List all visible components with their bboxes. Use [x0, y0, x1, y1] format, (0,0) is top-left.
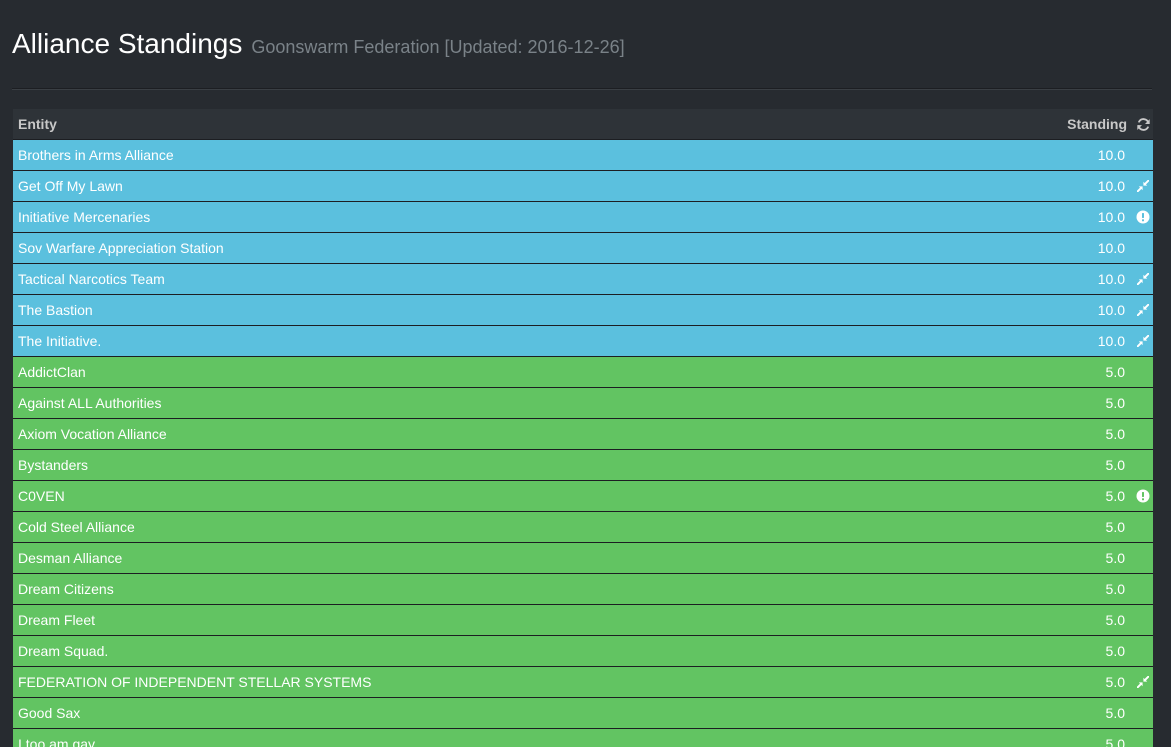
alert-icon[interactable]	[1133, 202, 1153, 233]
entity-name: Initiative Mercenaries	[18, 209, 151, 225]
compress-icon[interactable]	[1133, 295, 1153, 326]
table-row[interactable]: Dream Fleet 5.0	[13, 605, 1153, 636]
table-row[interactable]: Cold Steel Alliance 5.0	[13, 512, 1153, 543]
entity-name: Cold Steel Alliance	[18, 519, 135, 535]
table-row[interactable]: The Bastion 10.0	[13, 295, 1153, 326]
standing-value: 5.0	[1105, 550, 1125, 566]
entity-name: Get Off My Lawn	[18, 178, 123, 194]
compress-icon[interactable]	[1133, 171, 1153, 202]
refresh-icon[interactable]	[1133, 109, 1153, 140]
page-header: Alliance Standings Goonswarm Federation …	[12, 28, 625, 64]
entity-name: Tactical Narcotics Team	[18, 271, 165, 287]
empty-icon-cell	[1133, 512, 1153, 543]
entity-name: C0VEN	[18, 488, 65, 504]
table-row[interactable]: Initiative Mercenaries 10.0	[13, 202, 1153, 233]
standing-value: 5.0	[1105, 519, 1125, 535]
entity-name: Bystanders	[18, 457, 89, 473]
empty-icon-cell	[1133, 636, 1153, 667]
standing-value: 5.0	[1105, 674, 1125, 690]
empty-icon-cell	[1133, 357, 1153, 388]
standing-value: 5.0	[1105, 612, 1125, 628]
alert-icon[interactable]	[1133, 481, 1153, 512]
empty-icon-cell	[1133, 450, 1153, 481]
standing-value: 10.0	[1097, 333, 1125, 349]
entity-name: FEDERATION OF INDEPENDENT STELLAR SYSTEM…	[18, 674, 372, 690]
column-header-standing[interactable]: Standing	[1067, 116, 1127, 132]
table-row[interactable]: Desman Alliance 5.0	[13, 543, 1153, 574]
standing-value: 10.0	[1097, 147, 1125, 163]
column-header-entity[interactable]: Entity	[18, 116, 57, 132]
table-row[interactable]: Dream Squad. 5.0	[13, 636, 1153, 667]
table-row[interactable]: Good Sax 5.0	[13, 698, 1153, 729]
standing-value: 5.0	[1105, 426, 1125, 442]
table-row[interactable]: Get Off My Lawn 10.0	[13, 171, 1153, 202]
table-row[interactable]: Brothers in Arms Alliance 10.0	[13, 140, 1153, 171]
table-row[interactable]: Tactical Narcotics Team 10.0	[13, 264, 1153, 295]
table-row[interactable]: C0VEN 5.0	[13, 481, 1153, 512]
compress-icon[interactable]	[1133, 264, 1153, 295]
empty-icon-cell	[1133, 543, 1153, 574]
standing-value: 5.0	[1105, 457, 1125, 473]
entity-name: AddictClan	[18, 364, 86, 380]
empty-icon-cell	[1133, 698, 1153, 729]
table-row[interactable]: AddictClan 5.0	[13, 357, 1153, 388]
compress-icon[interactable]	[1133, 326, 1153, 357]
standing-value: 10.0	[1097, 209, 1125, 225]
entity-name: Dream Fleet	[18, 612, 96, 628]
table-row[interactable]: Against ALL Authorities 5.0	[13, 388, 1153, 419]
entity-name: Desman Alliance	[18, 550, 123, 566]
entity-name: Dream Squad.	[18, 643, 109, 659]
header-divider	[12, 88, 1152, 90]
entity-name: Dream Citizens	[18, 581, 114, 597]
standing-value: 5.0	[1105, 581, 1125, 597]
standing-value: 5.0	[1105, 705, 1125, 721]
table-row[interactable]: Axiom Vocation Alliance 5.0	[13, 419, 1153, 450]
entity-name: Sov Warfare Appreciation Station	[18, 240, 224, 256]
table-row[interactable]: Bystanders 5.0	[13, 450, 1153, 481]
entity-name: Against ALL Authorities	[18, 395, 162, 411]
standing-value: 10.0	[1097, 240, 1125, 256]
entity-name: Brothers in Arms Alliance	[18, 147, 174, 163]
standing-value: 5.0	[1105, 395, 1125, 411]
standing-value: 10.0	[1097, 178, 1125, 194]
empty-icon-cell	[1133, 574, 1153, 605]
page-subtitle: Goonswarm Federation [Updated: 2016-12-2…	[251, 37, 625, 57]
table-row[interactable]: Dream Citizens 5.0	[13, 574, 1153, 605]
entity-name: I too am gay	[18, 736, 96, 747]
standing-value: 5.0	[1105, 643, 1125, 659]
standings-table: Entity Standing Brothers in Arms Allianc…	[13, 109, 1153, 747]
standing-value: 5.0	[1105, 736, 1125, 747]
table-header: Entity Standing	[13, 109, 1153, 140]
page-title: Alliance Standings	[12, 28, 243, 59]
table-row[interactable]: I too am gay 5.0	[13, 729, 1153, 747]
compress-icon[interactable]	[1133, 667, 1153, 698]
table-row[interactable]: The Initiative. 10.0	[13, 326, 1153, 357]
table-row[interactable]: FEDERATION OF INDEPENDENT STELLAR SYSTEM…	[13, 667, 1153, 698]
empty-icon-cell	[1133, 233, 1153, 264]
empty-icon-cell	[1133, 419, 1153, 450]
standing-value: 5.0	[1105, 488, 1125, 504]
entity-name: Axiom Vocation Alliance	[18, 426, 167, 442]
empty-icon-cell	[1133, 140, 1153, 171]
entity-name: Good Sax	[18, 705, 81, 721]
entity-name: The Bastion	[18, 302, 93, 318]
table-row[interactable]: Sov Warfare Appreciation Station 10.0	[13, 233, 1153, 264]
entity-name: The Initiative.	[18, 333, 102, 349]
standing-value: 10.0	[1097, 302, 1125, 318]
empty-icon-cell	[1133, 729, 1153, 747]
empty-icon-cell	[1133, 605, 1153, 636]
standing-value: 5.0	[1105, 364, 1125, 380]
empty-icon-cell	[1133, 388, 1153, 419]
table-body: Brothers in Arms Alliance 10.0 Get Off My …	[13, 140, 1153, 747]
standing-value: 10.0	[1097, 271, 1125, 287]
